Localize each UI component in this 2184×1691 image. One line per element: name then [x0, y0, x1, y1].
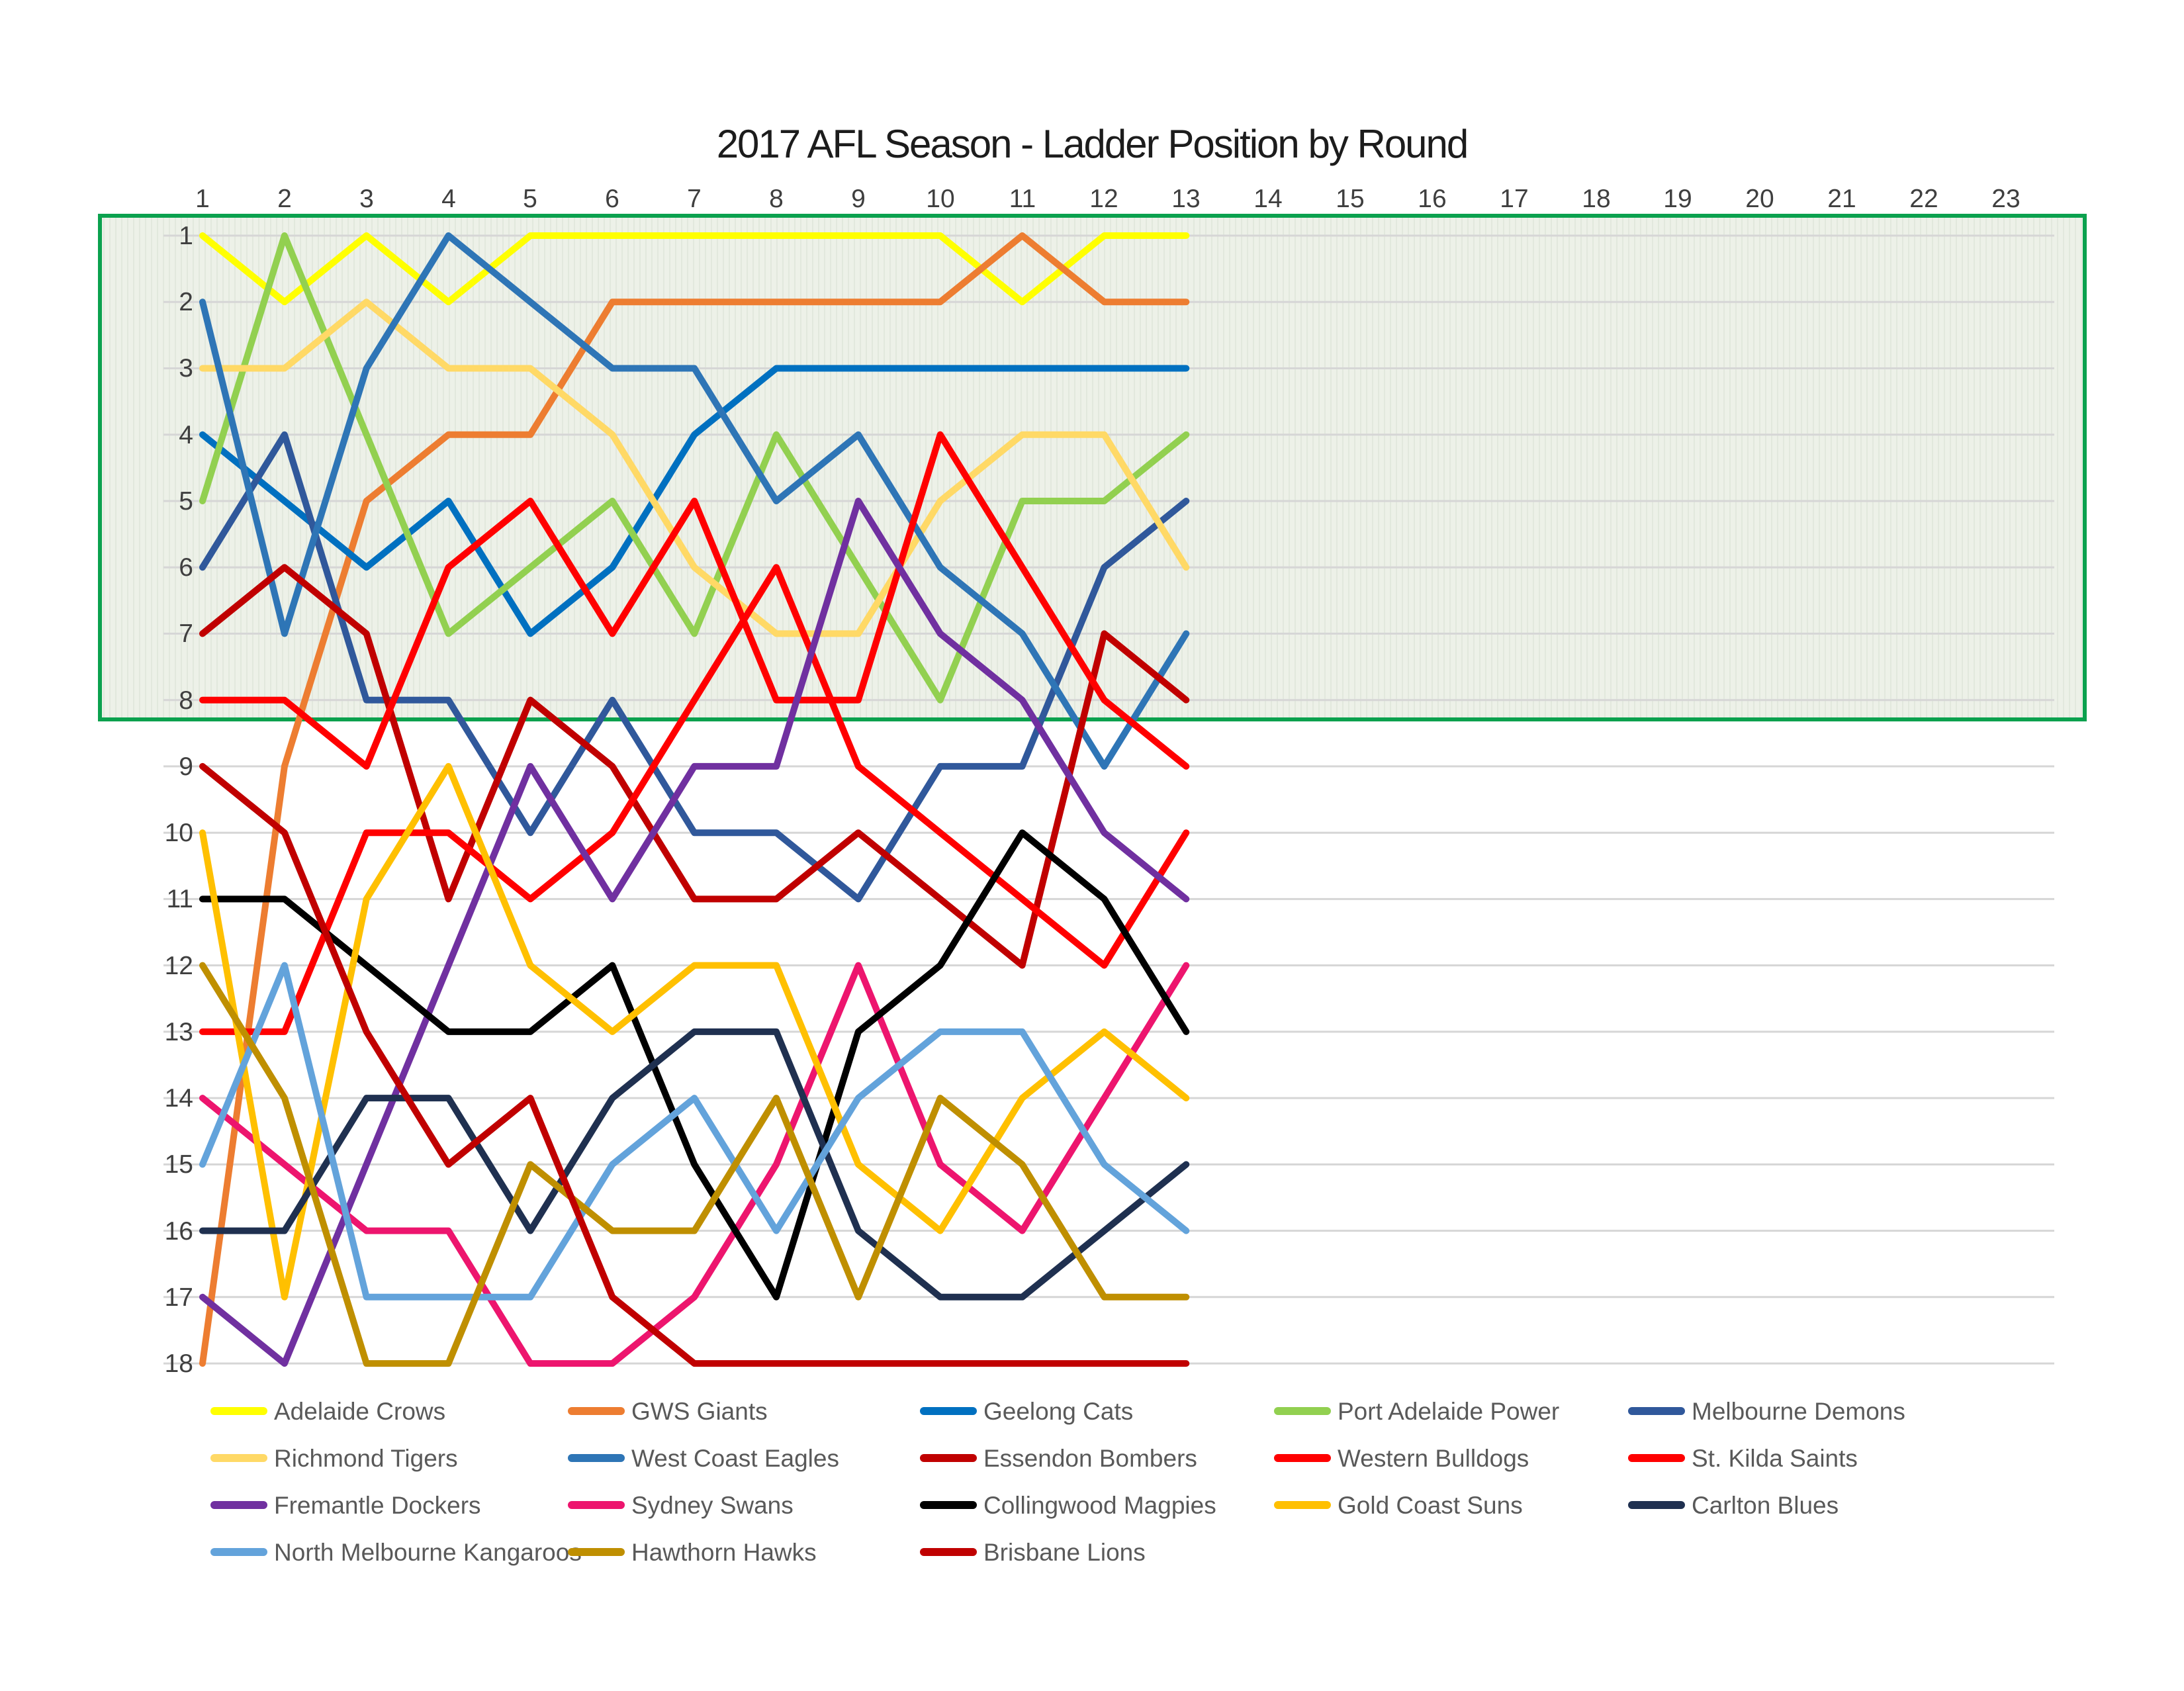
- svg-text:7: 7: [179, 619, 193, 648]
- svg-text:15: 15: [1336, 185, 1364, 213]
- svg-text:Fremantle Dockers: Fremantle Dockers: [274, 1492, 481, 1519]
- svg-text:6: 6: [605, 185, 619, 213]
- svg-text:15: 15: [165, 1150, 193, 1179]
- svg-text:16: 16: [165, 1217, 193, 1246]
- svg-text:3: 3: [179, 354, 193, 383]
- svg-text:18: 18: [1582, 185, 1610, 213]
- svg-text:17: 17: [1500, 185, 1528, 213]
- svg-text:21: 21: [1827, 185, 1856, 213]
- svg-text:7: 7: [687, 185, 702, 213]
- svg-text:20: 20: [1745, 185, 1774, 213]
- svg-text:19: 19: [1663, 185, 1692, 213]
- svg-text:17: 17: [165, 1283, 193, 1312]
- svg-text:2017 AFL Season - Ladder Posit: 2017 AFL Season - Ladder Position by Rou…: [717, 122, 1468, 166]
- svg-text:Hawthorn Hawks: Hawthorn Hawks: [631, 1539, 817, 1566]
- svg-text:13: 13: [1171, 185, 1200, 213]
- svg-text:12: 12: [165, 952, 193, 980]
- svg-text:8: 8: [179, 686, 193, 715]
- svg-text:9: 9: [851, 185, 866, 213]
- svg-text:Richmond Tigers: Richmond Tigers: [274, 1445, 458, 1472]
- svg-text:Sydney Swans: Sydney Swans: [631, 1492, 794, 1519]
- svg-text:6: 6: [179, 553, 193, 582]
- svg-text:12: 12: [1089, 185, 1118, 213]
- svg-text:Essendon Bombers: Essendon Bombers: [983, 1445, 1197, 1472]
- svg-text:North Melbourne Kangaroos: North Melbourne Kangaroos: [274, 1539, 582, 1566]
- svg-text:14: 14: [1253, 185, 1282, 213]
- svg-text:16: 16: [1418, 185, 1446, 213]
- svg-text:11: 11: [167, 885, 194, 913]
- svg-text:10: 10: [926, 185, 954, 213]
- svg-text:9: 9: [179, 753, 193, 781]
- svg-text:Collingwood Magpies: Collingwood Magpies: [983, 1492, 1216, 1519]
- svg-text:West Coast Eagles: West Coast Eagles: [631, 1445, 839, 1472]
- svg-text:Carlton Blues: Carlton Blues: [1692, 1492, 1839, 1519]
- svg-text:Port Adelaide Power: Port Adelaide Power: [1338, 1398, 1559, 1425]
- svg-text:GWS Giants: GWS Giants: [631, 1398, 768, 1425]
- svg-text:St. Kilda Saints: St. Kilda Saints: [1692, 1445, 1858, 1472]
- svg-text:22: 22: [1909, 185, 1938, 213]
- svg-text:5: 5: [523, 185, 537, 213]
- svg-text:14: 14: [165, 1084, 193, 1113]
- svg-text:10: 10: [165, 819, 193, 847]
- svg-text:Gold Coast Suns: Gold Coast Suns: [1338, 1492, 1523, 1519]
- svg-text:2: 2: [277, 185, 292, 213]
- svg-text:Melbourne Demons: Melbourne Demons: [1692, 1398, 1905, 1425]
- svg-text:5: 5: [179, 487, 193, 516]
- svg-text:1: 1: [195, 185, 210, 213]
- svg-text:8: 8: [769, 185, 784, 213]
- svg-text:1: 1: [179, 222, 193, 250]
- svg-text:3: 3: [359, 185, 374, 213]
- svg-text:Geelong Cats: Geelong Cats: [983, 1398, 1133, 1425]
- svg-text:Brisbane Lions: Brisbane Lions: [983, 1539, 1146, 1566]
- svg-text:13: 13: [165, 1018, 193, 1046]
- svg-text:Adelaide Crows: Adelaide Crows: [274, 1398, 445, 1425]
- svg-text:2: 2: [179, 288, 193, 316]
- svg-text:11: 11: [1009, 185, 1036, 213]
- svg-text:4: 4: [441, 185, 456, 213]
- svg-text:23: 23: [1991, 185, 2020, 213]
- svg-text:Western Bulldogs: Western Bulldogs: [1338, 1445, 1529, 1472]
- svg-text:4: 4: [179, 421, 193, 449]
- svg-text:18: 18: [165, 1349, 193, 1378]
